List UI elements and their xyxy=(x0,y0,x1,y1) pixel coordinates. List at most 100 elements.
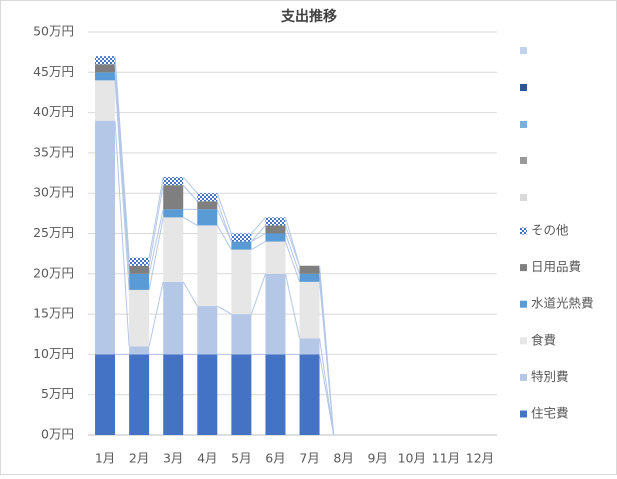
bar-segment xyxy=(129,265,150,274)
y-tick-label: 45万円 xyxy=(33,64,74,79)
x-tick-label: 5月 xyxy=(231,451,251,466)
legend-marker xyxy=(520,300,527,308)
series-line xyxy=(182,216,198,226)
bar-segment xyxy=(163,217,184,282)
bar-segment xyxy=(197,209,218,226)
series-line xyxy=(182,184,198,202)
bar-segment xyxy=(299,273,320,282)
y-tick-label: 50万円 xyxy=(33,24,74,39)
x-tick-label: 1月 xyxy=(95,451,115,466)
bar-segment xyxy=(163,185,184,210)
y-tick-label: 15万円 xyxy=(33,306,74,321)
bar-segment xyxy=(197,354,218,435)
legend-marker xyxy=(520,264,527,272)
bar-segment xyxy=(129,273,150,290)
bar-segment xyxy=(129,257,150,266)
x-tick-label: 4月 xyxy=(197,451,217,466)
legend-marker xyxy=(520,373,527,381)
bar-segment xyxy=(129,346,150,355)
bar-segment xyxy=(299,265,320,274)
series-line xyxy=(250,217,266,234)
bar-segment xyxy=(299,281,320,339)
bar-segment xyxy=(197,201,218,210)
x-tick-label: 3月 xyxy=(163,451,183,466)
y-tick-label: 25万円 xyxy=(33,225,74,240)
legend-label: 日用品費 xyxy=(531,259,581,274)
x-tick-label: 9月 xyxy=(367,451,387,466)
x-tick-label: 11月 xyxy=(432,451,460,466)
bar-segment xyxy=(231,354,252,435)
series-line xyxy=(148,209,164,274)
legend-marker xyxy=(520,337,527,345)
series-line xyxy=(148,176,164,258)
series-line xyxy=(217,305,232,315)
bar-segment xyxy=(163,209,184,218)
series-line xyxy=(148,281,164,347)
series-line xyxy=(182,281,198,307)
legend-marker xyxy=(520,84,527,91)
series-line xyxy=(251,233,266,242)
bar-segment xyxy=(95,354,116,435)
bar-segment xyxy=(197,193,218,202)
bar-segment xyxy=(95,72,116,81)
bar-segment xyxy=(163,281,184,355)
bar-segment xyxy=(95,64,116,73)
bar-segment xyxy=(265,225,286,234)
bar-segment xyxy=(95,56,116,65)
x-tick-label: 10月 xyxy=(398,451,426,466)
bar-segment xyxy=(95,120,116,355)
series-line xyxy=(114,56,130,258)
y-tick-label: 0万円 xyxy=(41,427,74,442)
series-line xyxy=(284,217,301,266)
series-line xyxy=(114,64,130,266)
series-line xyxy=(250,225,266,242)
legend-label: 住宅費 xyxy=(531,406,569,421)
series-line xyxy=(182,176,198,194)
series-line xyxy=(284,233,301,274)
legend-label: 水道光熱費 xyxy=(531,296,594,311)
legend-marker xyxy=(520,227,527,235)
legend-marker xyxy=(520,121,527,128)
bar-segment xyxy=(265,354,286,435)
bar-segment xyxy=(129,289,150,347)
legend-marker xyxy=(520,47,527,54)
series-line xyxy=(114,80,130,290)
x-tick-label: 6月 xyxy=(265,451,285,466)
bar-segment xyxy=(197,306,218,355)
bar-segment xyxy=(163,354,184,435)
legend-marker xyxy=(520,157,527,164)
series-line xyxy=(216,225,232,250)
series-line xyxy=(284,273,301,339)
y-tick-label: 5万円 xyxy=(41,386,74,401)
legend-marker xyxy=(520,410,527,418)
y-tick-label: 35万円 xyxy=(33,144,74,159)
series-line xyxy=(284,241,301,283)
series-line xyxy=(216,201,232,242)
bar-segment xyxy=(231,314,252,355)
bar-segment xyxy=(265,217,286,226)
bar-segment xyxy=(265,241,286,274)
legend-blank-markers xyxy=(520,47,527,201)
y-tick-label: 40万円 xyxy=(33,104,74,119)
bar-segment xyxy=(197,225,218,307)
bar-segment xyxy=(265,233,286,242)
bar-segment xyxy=(231,233,252,242)
legend-marker xyxy=(520,194,527,201)
chart-title: 支出推移 xyxy=(280,8,337,25)
bar-segment xyxy=(231,249,252,315)
bar-segment xyxy=(129,354,150,435)
legend-label: その他 xyxy=(531,223,569,238)
series-line xyxy=(148,217,164,291)
bar-segment xyxy=(231,241,252,250)
bar-segment xyxy=(265,273,286,355)
series-line xyxy=(251,241,266,251)
x-tick-label: 8月 xyxy=(333,451,353,466)
bar-segment xyxy=(299,354,320,435)
legend-label: 特別費 xyxy=(531,369,569,384)
series-line xyxy=(216,193,232,234)
bar-segment xyxy=(95,80,116,121)
x-tick-label: 2月 xyxy=(129,451,149,466)
x-tick-label: 12月 xyxy=(466,451,494,466)
series-line xyxy=(319,265,335,436)
